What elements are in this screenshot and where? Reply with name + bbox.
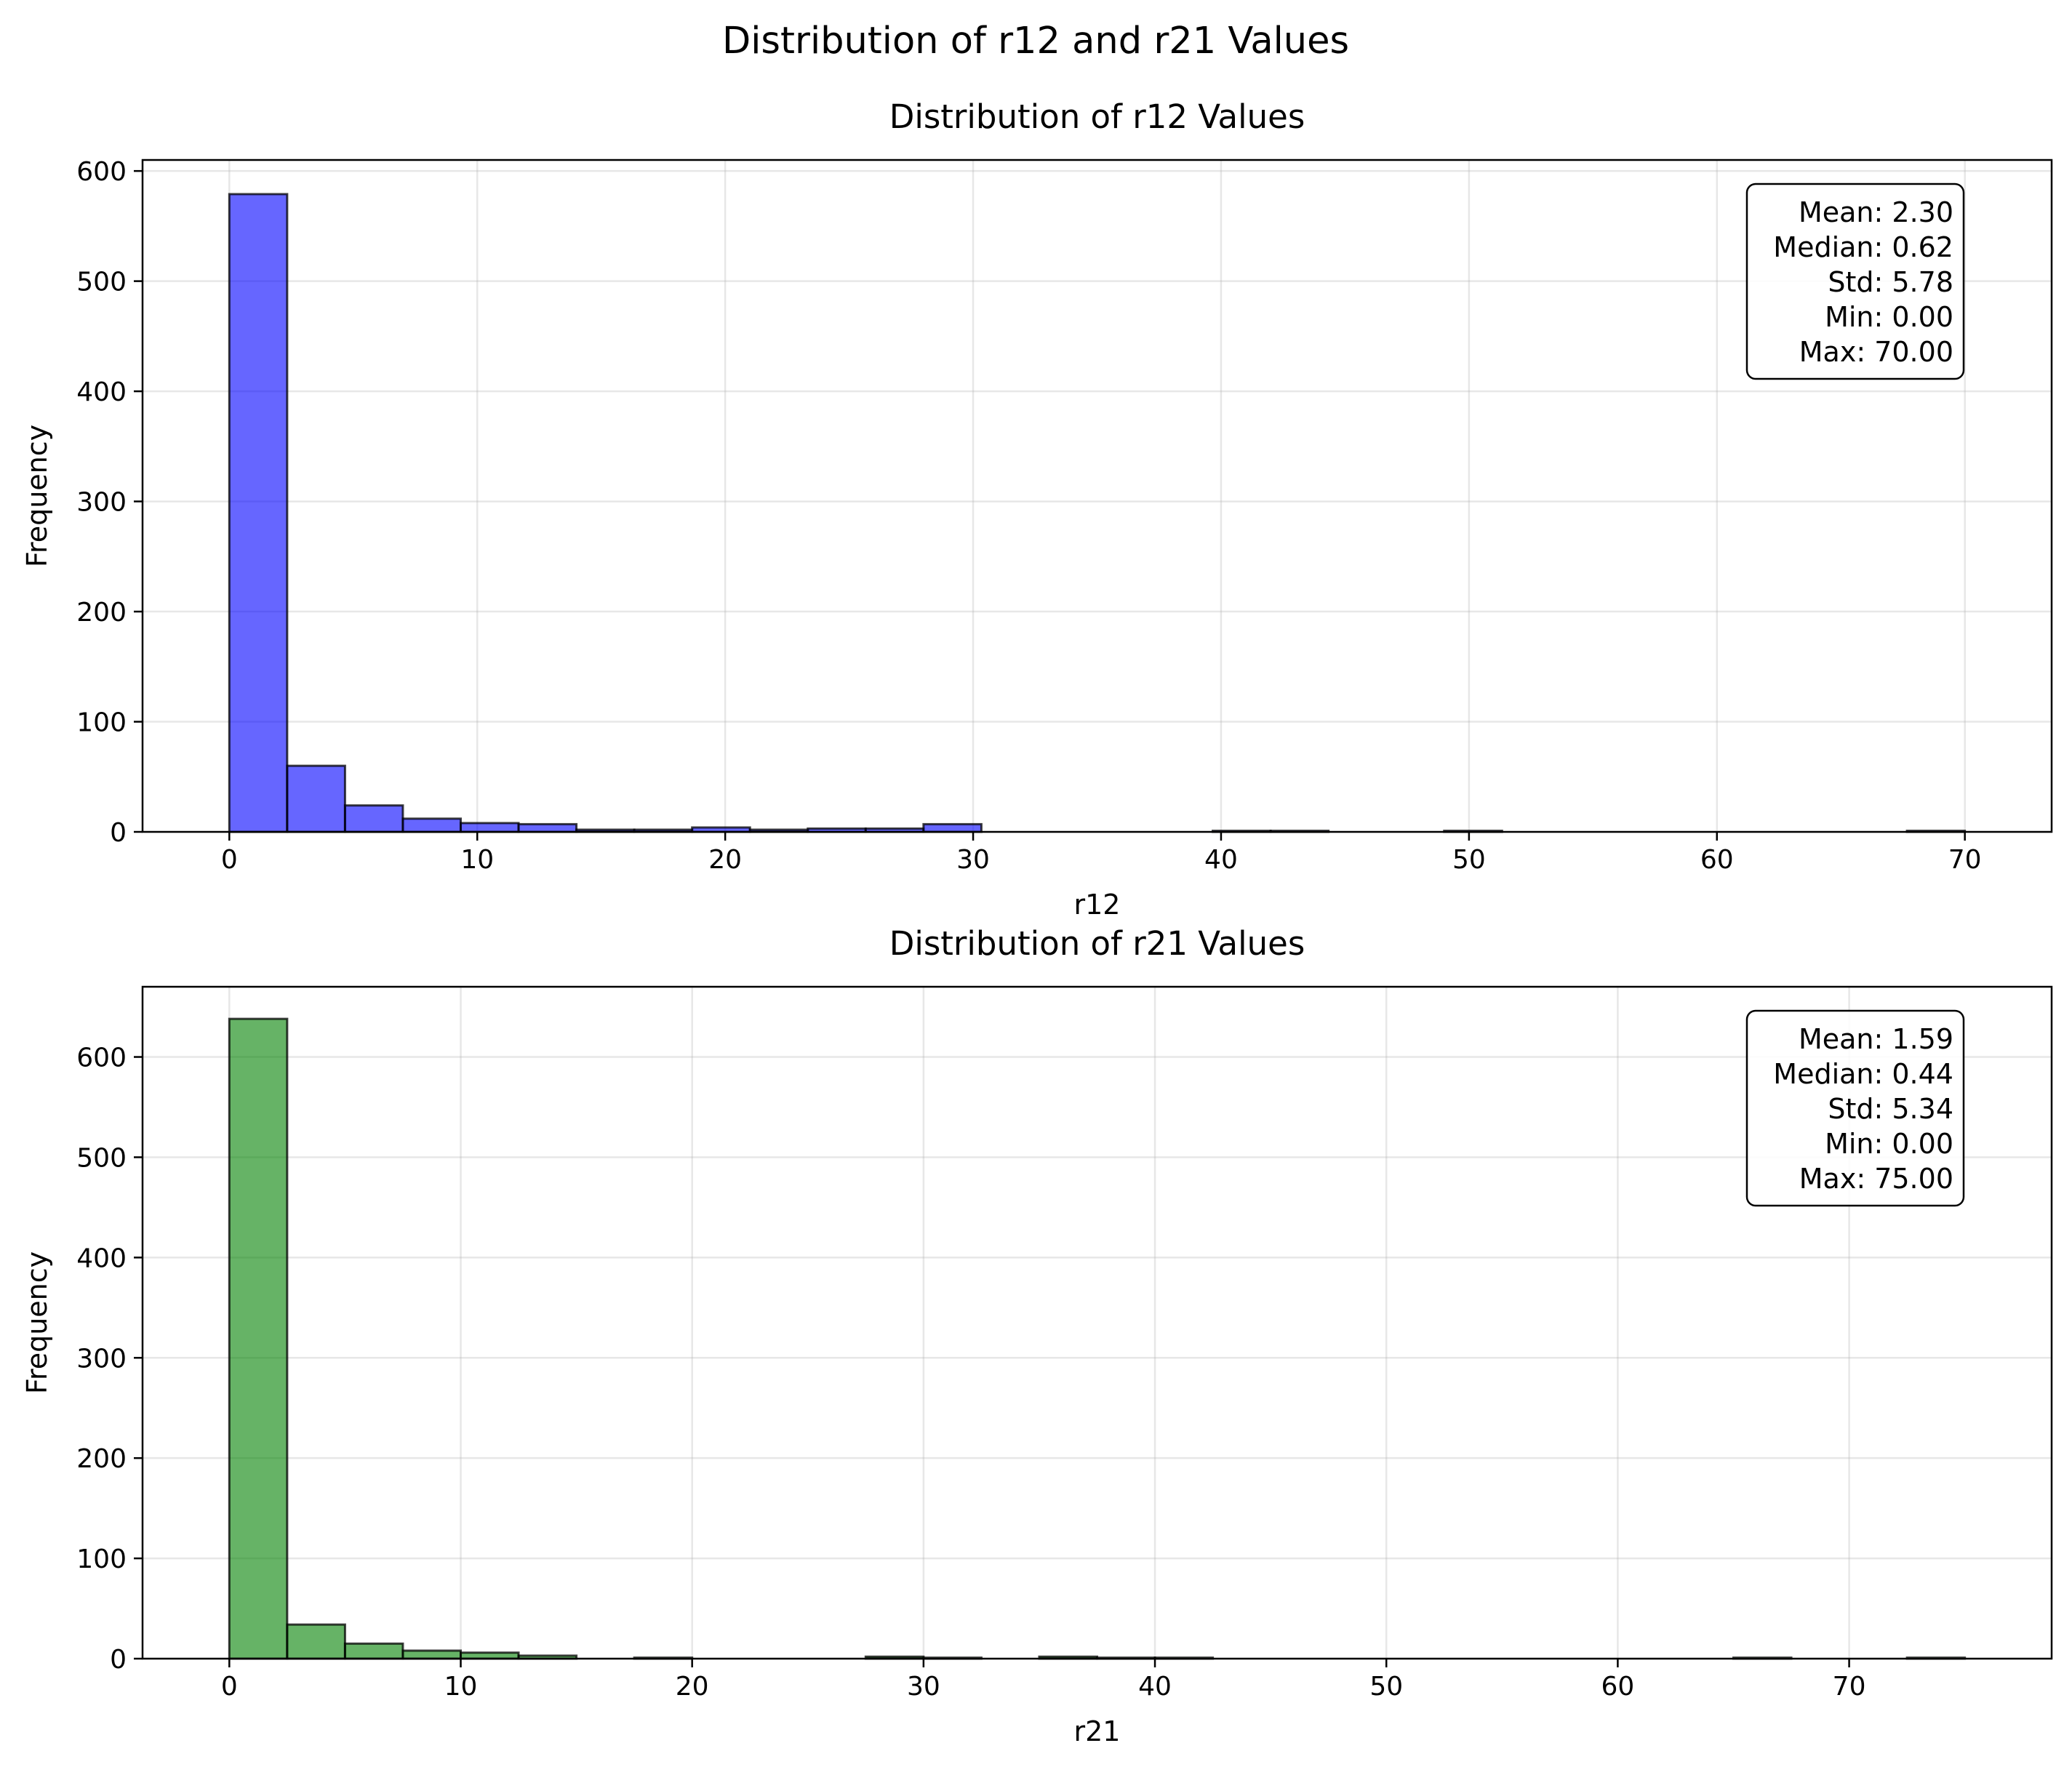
r12-x-tick-label: 40	[1204, 845, 1238, 875]
r12-stats-line: Min: 0.00	[1825, 301, 1953, 333]
r12-axes-frame	[141, 159, 2053, 833]
r21-stats-box	[1745, 1009, 1965, 1207]
r21-x-tick-label: 10	[444, 1672, 478, 1702]
r12-stats-line: Mean: 2.30	[1799, 196, 1953, 228]
r21-bar	[286, 1623, 346, 1660]
r12-stats-line: Max: 70.00	[1799, 336, 1953, 368]
r21-stats-line: Median: 0.44	[1773, 1058, 1953, 1090]
r12-x-tick-label: 50	[1452, 845, 1486, 875]
r12-bar	[922, 822, 983, 833]
r12-y-tick-label: 200	[76, 598, 127, 628]
r21-x-tick-label: 50	[1369, 1672, 1403, 1702]
r12-y-tick-label: 400	[76, 377, 127, 407]
r21-x-tick-label: 70	[1833, 1672, 1866, 1702]
r21-stats-line: Std: 5.34	[1828, 1093, 1953, 1125]
r21-x-tick-label: 30	[907, 1672, 940, 1702]
r12-x-tick-label: 30	[956, 845, 990, 875]
r12-y-axis-label: Frequency	[21, 425, 53, 567]
r12-x-tick-label: 0	[221, 845, 238, 875]
r12-x-tick-label: 70	[1948, 845, 1982, 875]
r12-histogram-panel: 0 10 20 30 40 50 60 70 0 100 200 300 400 500 600 Distri…	[21, 97, 2053, 921]
r12-x-tick-label: 20	[708, 845, 742, 875]
r12-y-tick-label: 600	[76, 157, 127, 187]
r21-y-axis-label: Frequency	[21, 1251, 53, 1394]
r21-stats-line: Min: 0.00	[1825, 1128, 1953, 1160]
r12-bar	[286, 764, 346, 833]
r21-y-tick-label: 300	[76, 1344, 127, 1374]
r12-y-tick-label: 500	[76, 268, 127, 297]
r12-x-tick-label: 10	[460, 845, 494, 875]
r21-y-tick-label: 500	[76, 1143, 127, 1173]
r12-stats-line: Std: 5.78	[1828, 266, 1953, 298]
r12-x-tick-label: 60	[1700, 845, 1734, 875]
r21-x-tick-label: 20	[676, 1672, 709, 1702]
r12-bar	[343, 804, 404, 833]
r21-axes-frame	[141, 985, 2053, 1660]
r21-stats-line: Max: 75.00	[1799, 1163, 1953, 1195]
r21-panel-title: Distribution of r21 Values	[889, 924, 1305, 963]
r12-x-axis-label: r12	[1074, 889, 1121, 921]
r21-x-tick-label: 40	[1138, 1672, 1172, 1702]
r21-y-tick-label: 400	[76, 1243, 127, 1273]
r12-y-tick-label: 300	[76, 488, 127, 518]
r12-bar	[517, 822, 578, 833]
r21-histogram-panel: 0 10 20 30 40 50 60 70 0 100 200 300 400 500 600 Distri…	[21, 924, 2053, 1747]
r12-bar	[401, 817, 462, 833]
r21-stats-line: Mean: 1.59	[1799, 1023, 1953, 1055]
r21-y-tick-label: 100	[76, 1544, 127, 1574]
r21-x-tick-label: 60	[1601, 1672, 1635, 1702]
figure-title: Distribution of r12 and r21 Values	[722, 20, 1349, 63]
r21-bar	[401, 1649, 462, 1660]
r21-bar	[228, 1017, 289, 1660]
r12-panel-title: Distribution of r12 Values	[889, 97, 1305, 136]
r21-bar	[343, 1642, 404, 1660]
r21-x-tick-label: 0	[221, 1672, 238, 1702]
r12-y-tick-label: 100	[76, 708, 127, 738]
r21-x-axis-label: r21	[1074, 1715, 1121, 1747]
r21-y-tick-label: 200	[76, 1444, 127, 1474]
r12-y-tick-label: 0	[110, 818, 127, 848]
r12-stats-box	[1745, 183, 1965, 380]
r21-y-tick-label: 600	[76, 1043, 127, 1073]
r12-bar	[459, 822, 520, 833]
r12-stats-line: Median: 0.62	[1773, 231, 1953, 263]
r12-bar	[228, 193, 289, 833]
r21-y-tick-label: 0	[110, 1645, 127, 1675]
